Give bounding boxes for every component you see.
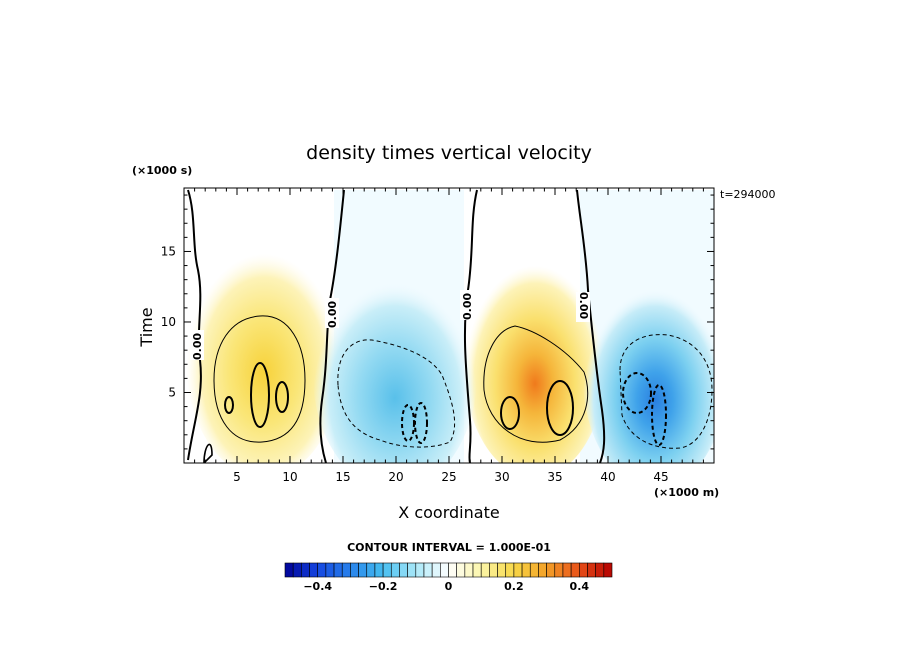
contour-label-3: 0.00 [461, 293, 474, 320]
colorbar-cell [415, 562, 425, 578]
x-axis-label: X coordinate [398, 503, 499, 522]
colorbar-cell [587, 562, 596, 578]
colorbar-cell [374, 562, 384, 578]
colorbar-cell [546, 562, 556, 578]
colorbar-cell [317, 562, 327, 578]
colorbar-cell [570, 562, 580, 578]
colorbar-tick-label: −0.2 [369, 580, 398, 593]
colorbar-cell [341, 562, 351, 578]
x-tick-label: 10 [282, 470, 297, 484]
colorbar-cell [440, 562, 449, 578]
colorbar-cell [472, 562, 482, 578]
y-axis-ticks: 5 10 15 [161, 194, 714, 450]
x-axis-ticks: 5 10 15 20 25 30 35 40 45 [194, 188, 704, 484]
plot-area [184, 188, 714, 463]
colorbar-cell [497, 562, 507, 578]
colorbar-cell [603, 562, 613, 578]
x-units-label: (×1000 m) [654, 486, 719, 499]
colorbar-cell [538, 562, 547, 578]
colorbar-cell [399, 562, 408, 578]
x-tick-label: 20 [388, 470, 403, 484]
colorbar-cell [595, 562, 605, 578]
colorbar-cell [529, 562, 539, 578]
colorbar-tick-label: −0.4 [303, 580, 332, 593]
colorbar-cell [456, 562, 466, 578]
colorbar-cell [448, 562, 457, 578]
colorbar-cell [325, 562, 335, 578]
y-tick-label: 10 [161, 315, 176, 329]
x-tick-label: 45 [653, 470, 668, 484]
colorbar-cell [480, 562, 490, 578]
colorbar-cell [366, 562, 376, 578]
contour-interval-text: CONTOUR INTERVAL = 1.000E-01 [347, 541, 551, 554]
x-tick-label: 5 [233, 470, 241, 484]
x-tick-label: 40 [600, 470, 615, 484]
colorbar-cell [562, 562, 572, 578]
colorbar [284, 562, 613, 578]
x-tick-label: 35 [547, 470, 562, 484]
y-tick-label: 5 [168, 385, 176, 399]
x-tick-label: 15 [335, 470, 350, 484]
colorbar-cell [423, 562, 433, 578]
colorbar-cell [431, 562, 441, 578]
y-tick-label: 15 [161, 244, 176, 258]
colorbar-labels: −0.4 −0.2 0 0.2 0.4 [303, 580, 589, 593]
colorbar-tick-label: 0.4 [570, 580, 590, 593]
colorbar-cell [358, 562, 368, 578]
x-tick-label: 30 [494, 470, 509, 484]
x-tick-label: 25 [441, 470, 456, 484]
colorbar-cell [464, 562, 474, 578]
colorbar-cell [505, 562, 515, 578]
colorbar-cell [350, 562, 359, 578]
colorbar-cell [513, 562, 523, 578]
time-stamp: t=294000 [720, 188, 776, 201]
colorbar-cell [578, 562, 588, 578]
colorbar-cell [554, 562, 564, 578]
y-axis-label: Time [137, 307, 156, 347]
colorbar-cell [407, 562, 417, 578]
colorbar-cell [521, 562, 531, 578]
colorbar-cell [292, 562, 302, 578]
zero-contour-labels: 0.00 0.00 0.00 0.00 [191, 292, 590, 360]
contour-label-4: 0.00 [577, 292, 590, 319]
y-units-label: (×1000 s) [132, 164, 192, 177]
colorbar-cell [301, 562, 310, 578]
positive-region-2 [463, 242, 607, 463]
colorbar-tick-label: 0 [445, 580, 453, 593]
colorbar-cell [309, 562, 318, 578]
chart-title: density times vertical velocity [306, 142, 592, 164]
colorbar-cell [489, 562, 498, 578]
contour-label-2: 0.00 [326, 301, 339, 328]
contour-label-1: 0.00 [191, 333, 204, 360]
colorbar-tick-label: 0.2 [504, 580, 524, 593]
colorbar-cell [284, 562, 294, 578]
colorbar-cell [382, 562, 392, 578]
colorbar-cell [390, 562, 400, 578]
colorbar-cell [333, 562, 343, 578]
negative-region-1 [313, 260, 477, 463]
negative-region-2 [583, 268, 714, 463]
